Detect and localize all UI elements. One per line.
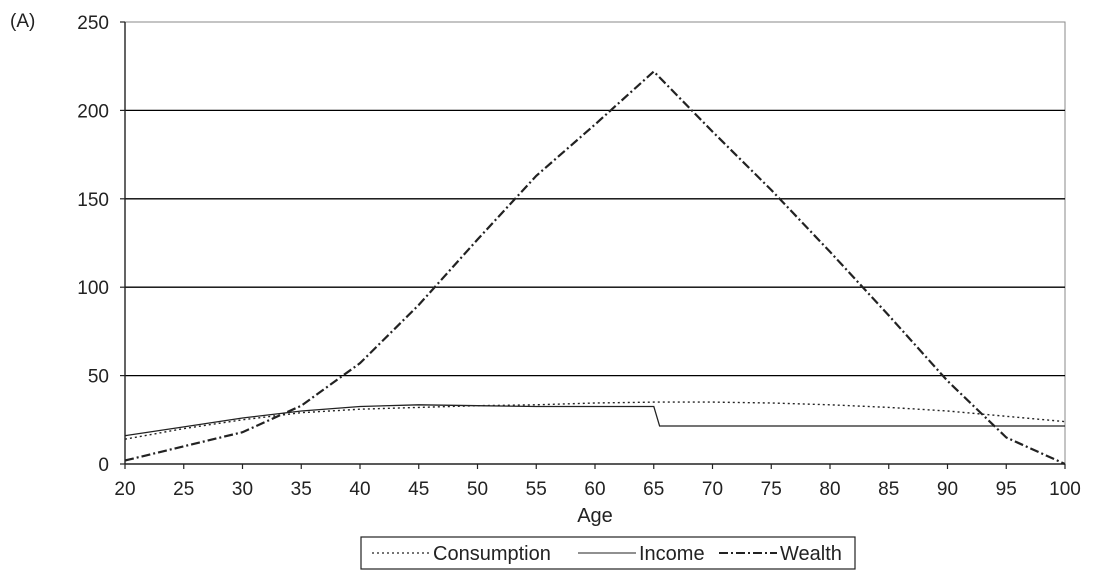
x-tick-label-70: 70: [702, 479, 723, 500]
legend: Consumption Income Wealth: [360, 536, 856, 570]
x-axis-title: Age: [577, 505, 613, 527]
grid-lines: [125, 109, 1065, 377]
x-tick-label-90: 90: [937, 479, 958, 500]
x-tick-label-85: 85: [878, 479, 899, 500]
legend-label-consumption: Consumption: [433, 543, 551, 565]
x-tick-label-75: 75: [761, 479, 782, 500]
x-tick-label-100: 100: [1049, 479, 1081, 500]
series-line-wealth: [124, 69, 1066, 466]
x-tick-label-95: 95: [996, 479, 1017, 500]
legend-label-income: Income: [639, 543, 705, 565]
x-tick-label-60: 60: [584, 479, 605, 500]
x-tick-label-65: 65: [643, 479, 664, 500]
y-tick-label-50: 50: [88, 367, 109, 388]
series-line-income: [124, 404, 1065, 437]
y-tick-label-150: 150: [77, 190, 109, 211]
x-tick-label-45: 45: [408, 479, 429, 500]
y-axis: 0 50 100 150 200 250: [77, 13, 126, 476]
x-tick-label-80: 80: [819, 479, 840, 500]
series-line-consumption: [124, 401, 1066, 440]
plot-frame: [124, 21, 1066, 465]
series-lines: [124, 69, 1066, 466]
x-tick-label-50: 50: [467, 479, 488, 500]
y-tick-label-100: 100: [77, 278, 109, 299]
y-tick-label-250: 250: [77, 13, 109, 34]
x-tick-label-55: 55: [526, 479, 547, 500]
x-tick-label-25: 25: [173, 479, 194, 500]
x-axis: 20 25 30 35 40 45 50 55 60 65 70 75 80 85 90 95 100: [114, 463, 1081, 500]
x-tick-label-40: 40: [349, 479, 370, 500]
panel-label: (A): [10, 11, 36, 32]
x-tick-label-30: 30: [232, 479, 253, 500]
legend-label-wealth: Wealth: [780, 543, 842, 565]
y-tick-label-200: 200: [77, 101, 109, 122]
y-tick-label-0: 0: [98, 455, 109, 476]
x-tick-label-35: 35: [291, 479, 312, 500]
x-tick-label-20: 20: [114, 479, 135, 500]
